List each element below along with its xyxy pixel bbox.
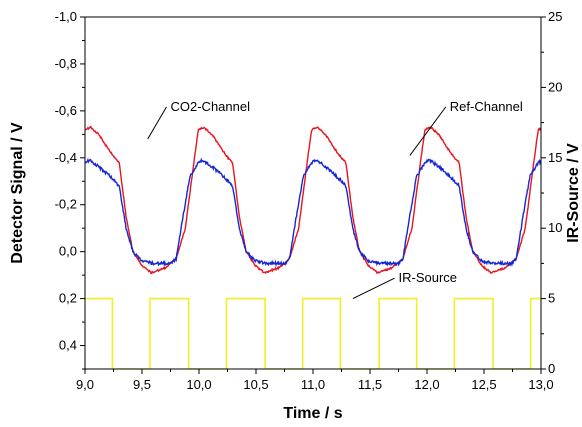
ir-source-leader bbox=[352, 277, 395, 300]
plot-frame bbox=[84, 16, 542, 370]
ir-source-line bbox=[85, 297, 541, 369]
x-tick-label: 10,5 bbox=[243, 377, 268, 392]
ir-source-annotation: IR-Source bbox=[399, 270, 458, 285]
x-tick-label: 12,0 bbox=[414, 377, 439, 392]
y-tick-label: -0,8 bbox=[55, 56, 77, 71]
y-tick-label: 0,2 bbox=[59, 291, 77, 306]
y-tick-label: -1,0 bbox=[55, 9, 77, 24]
y-axis-title: Detector Signal / V bbox=[9, 122, 26, 264]
y2-tick-label: 15 bbox=[548, 150, 562, 165]
y-tick-label: 0,4 bbox=[59, 338, 77, 353]
x-tick-label: 11,5 bbox=[358, 377, 382, 392]
x-tick-label: 13,0 bbox=[528, 377, 553, 392]
x-tick-label: 9,0 bbox=[76, 377, 94, 392]
y2-tick-label: 10 bbox=[548, 220, 562, 235]
x-tick-label: 10,0 bbox=[186, 377, 211, 392]
y-tick-label: -0,2 bbox=[55, 197, 77, 212]
x-axis-title: Time / s bbox=[283, 405, 342, 422]
co2-channel-annotation: CO2-Channel bbox=[171, 99, 251, 114]
chart-text: 9,0 9,5 10,0 10,5 11,0 11,5 12,0 12,5 13,0 -1,0 -0… bbox=[9, 9, 582, 422]
axes bbox=[80, 16, 546, 374]
y2-tick-label: 20 bbox=[548, 79, 562, 94]
co2-channel-leader bbox=[147, 106, 167, 140]
ref-channel-line bbox=[85, 157, 541, 268]
y-tick-label: -0,6 bbox=[55, 103, 77, 118]
plot-area bbox=[85, 125, 541, 369]
x-tick-label: 12,5 bbox=[471, 377, 496, 392]
x-tick-label: 11,0 bbox=[301, 377, 325, 392]
ref-channel-leader bbox=[409, 106, 447, 156]
y-tick-label: 0,0 bbox=[59, 244, 77, 259]
y2-tick-label: 25 bbox=[548, 9, 562, 24]
co2-channel-line bbox=[85, 125, 541, 275]
x-tick-label: 9,5 bbox=[133, 377, 151, 392]
y2-tick-label: 0 bbox=[548, 361, 555, 376]
ref-channel-annotation: Ref-Channel bbox=[450, 99, 523, 114]
y-tick-label: -0,4 bbox=[55, 150, 77, 165]
y2-tick-label: 5 bbox=[548, 291, 555, 306]
y2-axis-title: IR-Source / V bbox=[565, 143, 582, 243]
plot-data bbox=[85, 125, 541, 369]
